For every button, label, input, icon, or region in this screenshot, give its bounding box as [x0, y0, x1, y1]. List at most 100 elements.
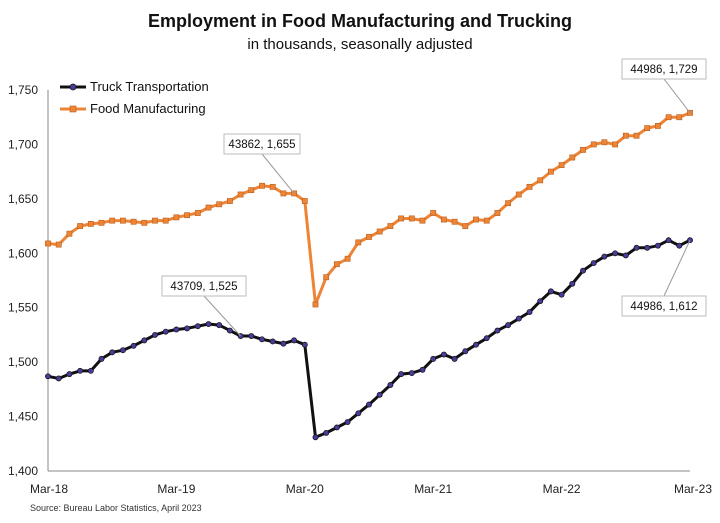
data-point-truck [440, 351, 447, 358]
data-point-food [344, 255, 351, 262]
data-point-truck [366, 401, 372, 408]
data-point-truck [483, 335, 490, 342]
annotation-layer: 43862, 1,655 43709, 1,525 44986, 1,729 4498… [161, 58, 707, 337]
data-point-truck [109, 349, 116, 356]
data-point-truck [323, 429, 330, 436]
data-point-food [248, 187, 255, 194]
legend-label-truck: Truck Transportation [90, 79, 209, 94]
y-tick-label: 1,700 [8, 137, 38, 151]
data-point-food [398, 215, 404, 222]
data-point-truck [580, 267, 586, 274]
callout-label: 43709, 1,525 [170, 281, 237, 293]
legend-item-truck: Truck Transportation [60, 79, 209, 94]
data-point-food [141, 219, 148, 226]
series-truck [45, 237, 693, 441]
data-point-truck [633, 244, 640, 251]
data-point-food [301, 198, 308, 204]
x-tick-label: Mar-18 [30, 482, 68, 496]
data-point-food [323, 274, 330, 281]
axes [47, 90, 690, 472]
data-point-truck [291, 337, 298, 344]
data-point-truck [312, 434, 319, 441]
data-point-food [259, 182, 265, 189]
legend-marker-truck [69, 83, 77, 91]
y-tick-label: 1,750 [8, 83, 38, 97]
data-point-truck [408, 370, 415, 376]
data-point-truck [537, 298, 544, 305]
data-callout: 44986, 1,612 [621, 240, 707, 317]
data-point-truck [558, 291, 565, 298]
data-point-food [109, 217, 116, 224]
data-point-food [601, 139, 608, 146]
data-point-food [280, 190, 287, 197]
y-tick-label: 1,650 [8, 192, 38, 206]
data-point-food [483, 217, 490, 224]
data-point-truck [419, 366, 426, 373]
data-point-food [526, 183, 533, 190]
data-point-food [633, 132, 640, 139]
data-point-truck [473, 341, 479, 348]
data-point-truck [494, 327, 501, 334]
data-point-truck [590, 260, 597, 267]
callout-leader [663, 240, 691, 297]
data-point-truck [622, 252, 629, 259]
x-tick-labels: Mar-18 Mar-19 Mar-20 Mar-21 Mar-22 Mar-23 [30, 482, 712, 496]
series-food [45, 109, 693, 308]
data-point-food [547, 168, 554, 175]
data-point-food [558, 162, 565, 169]
data-point-food [387, 223, 394, 229]
data-point-truck [569, 280, 576, 287]
source-note: Source: Bureau Labor Statistics, April 2… [30, 503, 202, 513]
data-point-food [419, 217, 426, 224]
data-point-food [676, 114, 683, 121]
y-tick-label: 1,500 [8, 355, 38, 369]
data-point-food [430, 210, 437, 216]
data-callout: 43862, 1,655 [223, 133, 301, 194]
data-point-food [237, 191, 244, 198]
callout-box [621, 295, 707, 317]
data-point-truck [280, 340, 287, 347]
data-point-food [366, 234, 372, 240]
data-point-food [473, 216, 479, 223]
data-point-truck [462, 348, 469, 355]
data-point-food [333, 261, 340, 268]
data-point-truck [505, 322, 512, 329]
callout-leader [261, 153, 295, 194]
data-point-food [87, 220, 94, 227]
data-point-truck [248, 333, 255, 339]
data-point-truck [451, 355, 458, 362]
x-tick-label: Mar-21 [414, 482, 452, 496]
data-point-truck [654, 242, 661, 249]
data-point-truck [644, 244, 651, 251]
data-point-food [355, 239, 362, 246]
data-point-food [152, 217, 158, 224]
data-point-truck [376, 391, 383, 398]
callout-label: 44986, 1,729 [630, 64, 697, 76]
data-point-truck [547, 288, 554, 295]
y-tick-label: 1,450 [8, 410, 38, 424]
data-point-truck [601, 253, 608, 260]
callout-label: 44986, 1,612 [630, 301, 697, 313]
data-point-food [130, 218, 137, 225]
data-point-truck [194, 323, 201, 330]
data-point-truck [205, 321, 212, 327]
x-tick-label: Mar-19 [157, 482, 195, 496]
chart-title: Employment in Food Manufacturing and Tru… [148, 11, 572, 31]
data-point-truck [184, 325, 191, 332]
y-tick-label: 1,600 [8, 246, 38, 260]
data-point-food [216, 201, 223, 208]
data-point-truck [612, 250, 619, 257]
x-tick-label: Mar-23 [674, 482, 712, 496]
data-point-truck [387, 382, 394, 388]
callout-leader [203, 295, 241, 337]
data-point-food [590, 141, 597, 148]
data-point-food [505, 200, 511, 207]
data-point-food [451, 218, 458, 225]
data-point-truck [130, 342, 137, 349]
data-point-food [194, 210, 201, 216]
callout-box [161, 275, 247, 297]
callout-box [621, 58, 707, 80]
data-point-food [120, 217, 126, 224]
data-point-food [569, 154, 576, 161]
